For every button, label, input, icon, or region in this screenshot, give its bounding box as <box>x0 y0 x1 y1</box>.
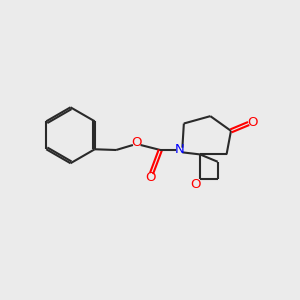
Text: O: O <box>131 136 142 149</box>
Text: O: O <box>145 171 155 184</box>
Text: O: O <box>247 116 257 128</box>
Text: O: O <box>190 178 201 191</box>
Text: N: N <box>175 143 184 157</box>
